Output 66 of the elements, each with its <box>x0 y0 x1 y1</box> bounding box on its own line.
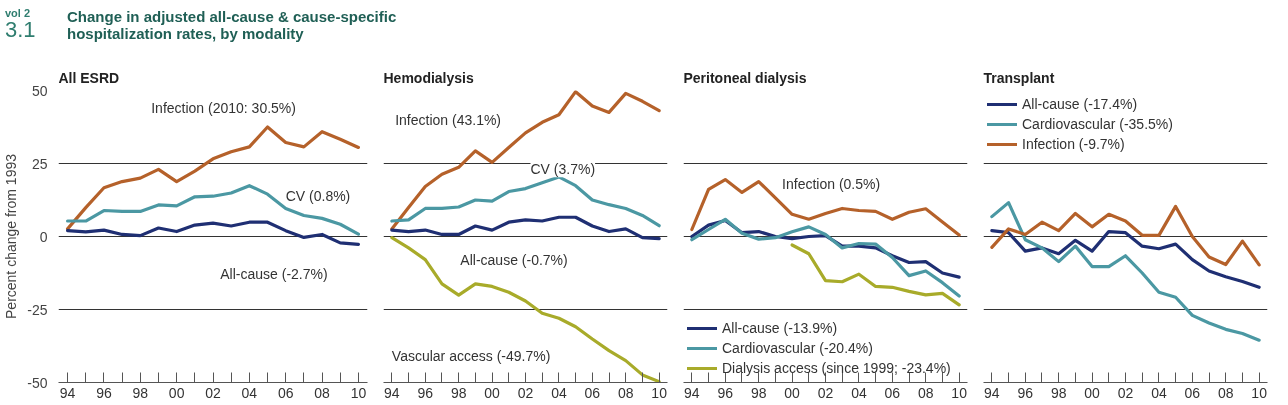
x-tick-label: 08 <box>917 384 934 401</box>
legend-label: Cardiovascular (-20.4%) <box>722 340 873 356</box>
y-tick-label: 0 <box>39 228 48 245</box>
y-tick-label: -50 <box>27 374 48 391</box>
x-tick-label: 08 <box>1217 384 1234 401</box>
x-tick-label: 10 <box>951 384 968 401</box>
x-tick-label: 94 <box>384 384 400 401</box>
x-tick-label: 98 <box>1050 384 1067 401</box>
legend-label: All-cause (-17.4%) <box>1022 96 1138 112</box>
legend-label: Infection (-9.7%) <box>1022 136 1125 152</box>
series-label: Infection (0.5%) <box>782 175 881 192</box>
x-tick-label: 10 <box>350 384 367 401</box>
x-tick-label: 08 <box>617 384 634 401</box>
x-tick-label: 98 <box>750 384 767 401</box>
line-series <box>65 220 361 246</box>
x-tick-label: 06 <box>584 384 601 401</box>
x-tick-label: 94 <box>684 384 700 401</box>
text: vol 2 <box>5 7 32 19</box>
x-tick-label: 96 <box>96 384 112 401</box>
x-tick-label: 02 <box>517 384 534 401</box>
x-tick-label: 06 <box>277 384 294 401</box>
series-label: All-cause (-2.7%) <box>220 266 328 283</box>
x-tick-label: 96 <box>1017 384 1034 401</box>
series-label: All-cause (-0.7%) <box>460 251 568 268</box>
x-tick-label: 04 <box>551 384 567 401</box>
x-tick-label: 00 <box>168 384 185 401</box>
line-series <box>65 125 361 231</box>
legend-label: All-cause (-13.9%) <box>722 320 838 336</box>
x-tick-label: 04 <box>1151 384 1167 401</box>
y-tick-label: -25 <box>27 301 48 318</box>
x-tick-label: 94 <box>59 384 76 401</box>
x-tick-label: 00 <box>484 384 501 401</box>
series-label: CV (3.7%) <box>530 161 596 178</box>
chart-title: Transplant <box>983 69 1055 86</box>
x-tick-label: 96 <box>717 384 734 401</box>
legend-label: Cardiovascular (-35.5%) <box>1022 116 1173 132</box>
x-tick-label: 06 <box>884 384 901 401</box>
y-axis-title: Percent change from 1993 <box>3 153 20 319</box>
x-tick-label: 10 <box>1251 384 1268 401</box>
x-tick-label: 94 <box>984 384 1000 401</box>
line-series <box>65 184 361 236</box>
x-tick-label: 00 <box>784 384 801 401</box>
text: Change in adjusted all-cause & cause-specific hospitalization rates, by modality <box>67 8 397 43</box>
x-tick-label: 06 <box>1184 384 1201 401</box>
chart-title: Hemodialysis <box>383 69 474 86</box>
text: Vascular access (-49.7%) <box>391 348 551 365</box>
y-tick-label: 50 <box>31 82 48 99</box>
chart-title: All ESRD <box>58 69 120 86</box>
x-tick-label: 04 <box>241 384 258 401</box>
x-tick-label: 98 <box>132 384 149 401</box>
x-tick-label: 04 <box>851 384 867 401</box>
chart-title: Peritoneal dialysis <box>683 69 807 86</box>
x-tick-label: 02 <box>205 384 221 401</box>
legend-label: Dialysis access (since 1999; -23.4%) <box>722 360 951 376</box>
series-label: Infection (2010: 30.5%) <box>151 100 296 117</box>
y-tick-label: 25 <box>31 155 48 172</box>
x-tick-label: 00 <box>1084 384 1101 401</box>
x-tick-label: 96 <box>417 384 434 401</box>
x-tick-label: 10 <box>651 384 668 401</box>
series-label: CV (0.8%) <box>285 187 351 204</box>
x-tick-label: 02 <box>1117 384 1134 401</box>
x-tick-label: 08 <box>314 384 331 401</box>
x-tick-label: 98 <box>450 384 467 401</box>
x-tick-label: 02 <box>817 384 834 401</box>
series-label: Infection (43.1%) <box>395 111 502 128</box>
text: 3.1 <box>5 17 37 42</box>
